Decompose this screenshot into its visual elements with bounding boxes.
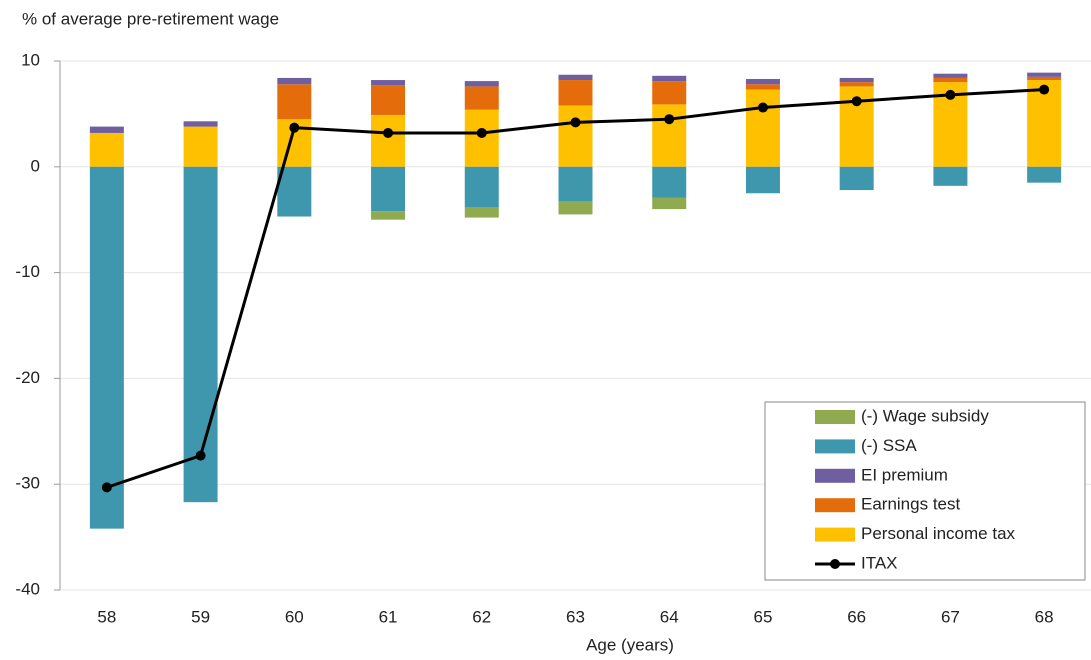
legend-box [764,401,1086,581]
line-point [945,89,956,100]
bar-segment [1027,72,1062,77]
bars [89,72,1062,529]
legend-label: EI premium [861,465,948,484]
y-tick-label: -20 [15,368,40,387]
legend-swatch [815,468,855,483]
legend-label: ITAX [861,553,898,572]
y-tick-label: -30 [15,474,40,493]
x-tick-label: 64 [660,607,679,626]
bar-segment [371,211,406,220]
bar-segment [277,84,312,120]
x-tick-label: 59 [191,607,210,626]
bar-segment [464,86,499,110]
line-point [383,127,394,138]
bar-segment [558,201,593,215]
bar-segment [464,207,499,218]
bar-segment [933,166,968,186]
x-tick-label: 58 [97,607,116,626]
bar-segment [652,104,687,167]
y-tick-label: 10 [21,50,40,69]
line-point [1039,84,1050,95]
legend-swatch [815,498,855,513]
bar-segment [89,126,124,133]
bar-segment [464,166,499,208]
bar-segment [89,132,124,167]
bar-segment [933,73,968,78]
legend-label: Personal income tax [861,524,1016,543]
bar-segment [652,81,687,105]
x-tick-label: 65 [753,607,772,626]
x-axis-title: Age (years) [586,635,674,654]
legend-swatch [815,439,855,454]
legend-label: Earnings test [861,495,960,514]
x-tick-label: 60 [285,607,304,626]
bar-segment [558,80,593,106]
legend-swatch [815,410,855,424]
bar-segment [745,78,780,85]
line-point [570,117,581,128]
bar-segment [183,126,218,167]
line-point [757,102,768,113]
y-axis-title: % of average pre-retirement wage [22,9,279,28]
bar-segment [652,75,687,82]
bar-segment [277,166,312,217]
x-tick-label: 67 [941,607,960,626]
y-tick-label: -40 [15,579,40,598]
bar-segment [652,197,687,210]
line-point [851,96,862,107]
bar-segment [1027,166,1062,183]
bar-segment [371,166,406,212]
bar-segment [183,166,218,503]
legend: (-) Wage subsidy (-) SSA EI premium Earning… [815,406,1016,572]
x-tick-label: 68 [1035,607,1054,626]
legend-swatch [815,527,855,542]
x-tick-label: 63 [566,607,585,626]
line-point [664,114,675,125]
bar-segment [933,77,968,83]
bar-segment [277,77,312,85]
x-tick-label: 61 [379,607,398,626]
bar-segment [745,89,780,167]
bar-segment [558,105,593,167]
bar-segment [839,82,874,87]
x-tick-label: 62 [472,607,491,626]
line-point [289,122,300,133]
bar-segment [839,166,874,191]
bar-segment [558,74,593,81]
line-point [195,450,206,461]
bar-segment [371,80,406,86]
bar-segment [1027,76,1062,81]
bar-segment [464,81,499,87]
bar-segment [652,166,687,198]
line-point [476,127,487,138]
bar-segment [183,121,218,127]
bar-segment [464,109,499,167]
bar-segment [89,166,124,529]
x-tick-label: 66 [847,607,866,626]
bar-segment [558,166,593,202]
lines [101,84,1050,493]
bar-segment [745,84,780,90]
line-point [101,482,112,493]
bar-segment [371,85,406,115]
bar-segment [745,166,780,194]
legend-label: (-) Wage subsidy [861,406,989,425]
y-tick-label: 0 [31,156,40,175]
legend-swatch [830,559,840,569]
y-tick-label: -10 [15,262,40,281]
legend-label: (-) SSA [861,436,917,455]
bar-segment [839,77,874,83]
bar-segment [371,114,406,167]
